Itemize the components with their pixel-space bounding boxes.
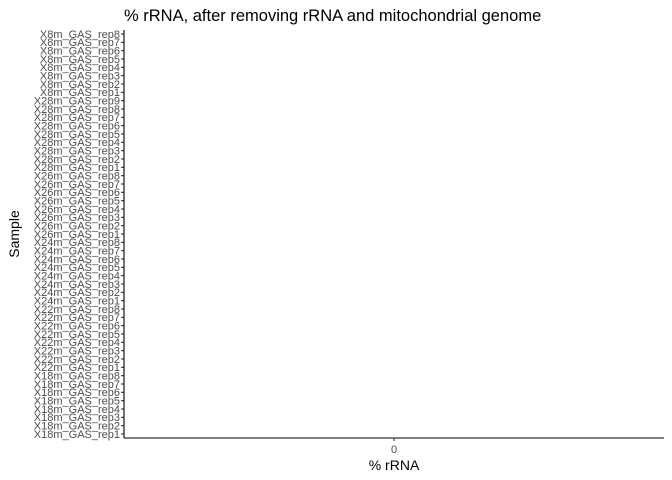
- y-tick-label: X26m_GAS_rep6: [34, 187, 120, 199]
- y-tick-label: X8m_GAS_rep6: [40, 45, 120, 57]
- y-tick-label: X24m_GAS_rep1: [34, 295, 120, 307]
- y-tick-label: X18m_GAS_rep7: [34, 379, 120, 391]
- y-tick-label: X8m_GAS_rep5: [40, 54, 120, 66]
- y-tick-label: X18m_GAS_rep5: [34, 395, 120, 407]
- y-tick-label: X8m_GAS_rep7: [40, 37, 120, 49]
- y-tick-label: X26m_GAS_rep3: [34, 212, 120, 224]
- y-tick-label: X24m_GAS_rep4: [34, 270, 120, 282]
- y-tick-label: X18m_GAS_rep8: [34, 370, 120, 382]
- y-tick-label: X28m_GAS_rep5: [34, 129, 120, 141]
- y-tick-label: X8m_GAS_rep4: [40, 62, 120, 74]
- y-tick-label: X26m_GAS_rep7: [34, 179, 120, 191]
- y-tick-label: X18m_GAS_rep3: [34, 412, 120, 424]
- x-axis-title: % rRNA: [369, 457, 420, 473]
- y-tick-label: X28m_GAS_rep3: [34, 145, 120, 157]
- y-tick-label: X28m_GAS_rep9: [34, 95, 120, 107]
- y-tick-label: X22m_GAS_rep1: [34, 362, 120, 374]
- y-tick-label: X26m_GAS_rep2: [34, 220, 120, 232]
- y-tick-label: X28m_GAS_rep8: [34, 104, 120, 116]
- y-tick-label: X18m_GAS_rep4: [34, 404, 120, 416]
- y-tick-label: X28m_GAS_rep6: [34, 120, 120, 132]
- y-tick-label: X26m_GAS_rep4: [34, 204, 120, 216]
- y-tick-label: X24m_GAS_rep3: [34, 279, 120, 291]
- y-tick-label: X22m_GAS_rep5: [34, 329, 120, 341]
- chart-title: % rRNA, after removing rRNA and mitochon…: [124, 7, 541, 25]
- y-tick-label: X26m_GAS_rep5: [34, 195, 120, 207]
- y-tick-label: X22m_GAS_rep4: [34, 337, 120, 349]
- y-tick-label: X18m_GAS_rep6: [34, 387, 120, 399]
- y-tick-label: X26m_GAS_rep1: [34, 229, 120, 241]
- y-tick-label: X18m_GAS_rep1: [34, 429, 120, 441]
- y-tick-label: X24m_GAS_rep5: [34, 262, 120, 274]
- y-tick-label: X8m_GAS_rep8: [40, 29, 120, 41]
- y-tick-label: X24m_GAS_rep8: [34, 237, 120, 249]
- y-tick-label: X22m_GAS_rep7: [34, 312, 120, 324]
- y-tick-label: X22m_GAS_rep3: [34, 345, 120, 357]
- y-tick-label: X22m_GAS_rep2: [34, 354, 120, 366]
- y-tick-label: X8m_GAS_rep3: [40, 70, 120, 82]
- y-tick-label: X8m_GAS_rep1: [40, 87, 120, 99]
- y-axis-title: Sample: [6, 210, 22, 258]
- x-tick-label: 0: [391, 444, 397, 456]
- y-tick-label: X28m_GAS_rep4: [34, 137, 120, 149]
- y-tick-label: X18m_GAS_rep2: [34, 420, 120, 432]
- y-tick-label: X28m_GAS_rep2: [34, 154, 120, 166]
- y-tick-label: X28m_GAS_rep7: [34, 112, 120, 124]
- y-axis-tick-labels: X18m_GAS_rep1X18m_GAS_rep2X18m_GAS_rep3X…: [34, 29, 120, 441]
- y-tick-label: X28m_GAS_rep1: [34, 162, 120, 174]
- y-tick-label: X22m_GAS_rep6: [34, 320, 120, 332]
- y-tick-label: X24m_GAS_rep2: [34, 287, 120, 299]
- y-tick-label: X26m_GAS_rep8: [34, 170, 120, 182]
- y-tick-label: X24m_GAS_rep7: [34, 245, 120, 257]
- x-axis-tick-labels: 0: [391, 444, 397, 456]
- y-tick-label: X8m_GAS_rep2: [40, 79, 120, 91]
- y-tick-label: X24m_GAS_rep6: [34, 254, 120, 266]
- y-tick-label: X22m_GAS_rep8: [34, 304, 120, 316]
